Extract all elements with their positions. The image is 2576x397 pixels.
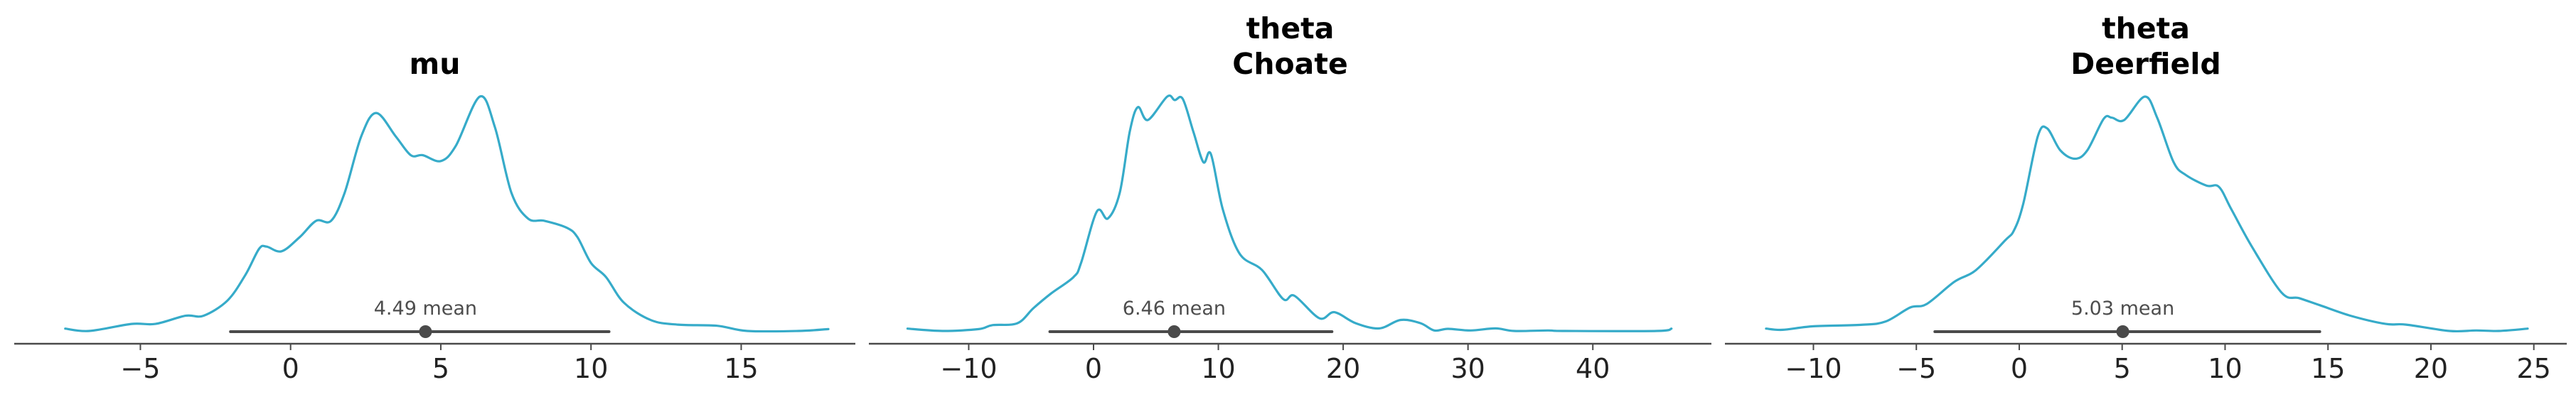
mean-point	[419, 325, 432, 338]
subplot-title-line: Deerfield	[2070, 47, 2220, 81]
subplot-title: theta Choate	[1232, 11, 1348, 81]
x-tick-label: −5	[1896, 353, 1936, 384]
density-curve	[906, 94, 1673, 332]
subplot-title: mu	[410, 47, 461, 81]
mean-label: 4.49 mean	[374, 298, 477, 320]
subplot-panel-3: theta Deerfield 5.03 mean −10 −5 0 5 10 15 20 25	[1725, 11, 2567, 384]
x-tick-label: 30	[1450, 353, 1485, 384]
x-tick-label: 10	[574, 353, 608, 384]
subplot-title: theta Deerfield	[2070, 11, 2220, 81]
subplot-panel-2: theta Choate 6.46 mean −10 0 10 20 30 40	[869, 11, 1711, 384]
subplot-panel-1: mu 4.49 mean −5 0 5 10 15	[14, 47, 855, 384]
x-tick-label: 20	[1326, 353, 1360, 384]
x-tick-label: 0	[1085, 353, 1102, 384]
x-tick-label: 0	[2011, 353, 2028, 384]
mean-point	[1167, 325, 1181, 338]
subplot-title-line: theta	[1246, 11, 1335, 45]
x-tick-label: 0	[282, 353, 299, 384]
x-tick-label: 40	[1576, 353, 1610, 384]
x-tick-label: −10	[1785, 353, 1842, 384]
mean-point	[2116, 325, 2129, 338]
x-tick-label: 10	[2208, 353, 2242, 384]
density-curve	[1765, 95, 2529, 333]
density-curve	[64, 95, 830, 333]
x-tick-label: 10	[1201, 353, 1235, 384]
x-tick-label: 5	[432, 353, 449, 384]
mean-label: 5.03 mean	[2071, 298, 2174, 320]
subplot-title-line: Choate	[1232, 47, 1348, 81]
mean-label: 6.46 mean	[1123, 298, 1226, 320]
subplot-title-line: theta	[2102, 11, 2190, 45]
x-tick-label: −5	[120, 353, 160, 384]
x-tick-label: 15	[724, 353, 758, 384]
x-tick-label: 20	[2414, 353, 2448, 384]
x-tick-label: 5	[2114, 353, 2131, 384]
x-tick-label: −10	[940, 353, 997, 384]
x-tick-label: 15	[2311, 353, 2345, 384]
subplot-title-line: mu	[410, 47, 461, 81]
x-tick-label: 25	[2517, 353, 2551, 384]
